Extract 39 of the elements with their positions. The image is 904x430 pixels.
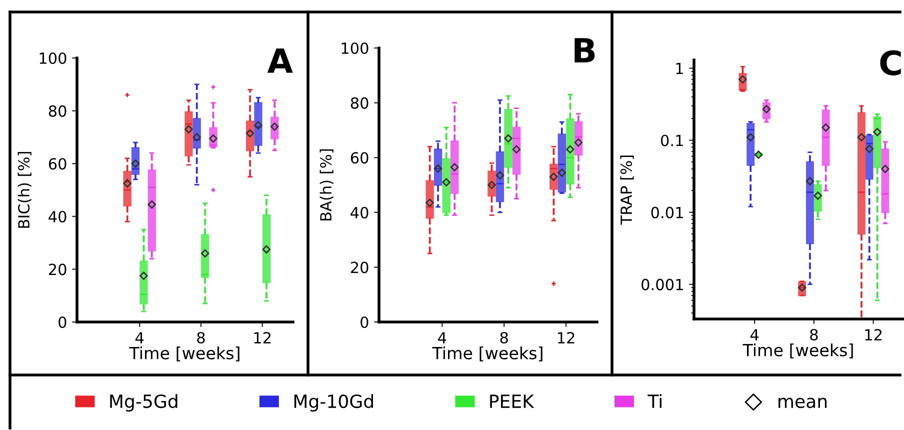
chart-title: B bbox=[574, 38, 595, 62]
y-tick-label: 0 bbox=[360, 316, 368, 328]
y-axis-title: TRAP [%] bbox=[620, 156, 634, 225]
y-axis-title: BA(h) [%] bbox=[320, 149, 334, 220]
y-tick-label: 100 bbox=[40, 52, 66, 64]
x-axis-title: Time [weeks] bbox=[129, 346, 240, 362]
text: mean bbox=[778, 398, 827, 408]
y-tick-label: 1 bbox=[676, 62, 683, 74]
y-axis-title: BIC(h) [%] bbox=[18, 152, 32, 228]
x-tick-label: 8 bbox=[197, 332, 205, 344]
x-tick-label: 8 bbox=[500, 332, 508, 344]
y-tick-label: 80 bbox=[48, 105, 66, 117]
y-tick-label: 20 bbox=[350, 262, 368, 274]
y-tick-label: 0 bbox=[58, 316, 66, 328]
legend-label: PEEK bbox=[490, 394, 534, 408]
y-tick-label: 80 bbox=[350, 97, 368, 109]
x-tick-label: 12 bbox=[558, 332, 574, 344]
chart-title: A bbox=[267, 48, 293, 73]
x-axis-title: Time [weeks] bbox=[432, 346, 542, 362]
y-tick-label: 40 bbox=[48, 210, 66, 222]
x-tick-label: 4 bbox=[438, 332, 446, 344]
x-tick-label: 4 bbox=[750, 329, 759, 340]
y-tick-label: 100 bbox=[342, 42, 368, 54]
y-tick-label: 60 bbox=[48, 158, 66, 170]
x-tick-label: 8 bbox=[810, 328, 818, 341]
legend-label: Mg-5Gd bbox=[110, 394, 178, 412]
y-tick-label: 0.1 bbox=[660, 134, 683, 146]
x-tick-label: 12 bbox=[865, 328, 882, 340]
x-tick-label: 4 bbox=[135, 332, 144, 344]
x-axis-title: Time [weeks] bbox=[742, 344, 853, 358]
x-tick-label: 12 bbox=[254, 332, 271, 344]
chart-title: C bbox=[880, 50, 901, 76]
y-tick-label: 40 bbox=[350, 206, 368, 218]
y-tick-label: 0.01 bbox=[651, 206, 683, 218]
y-tick-label: 60 bbox=[350, 152, 368, 164]
legend-label: Mg-10Gd bbox=[294, 394, 373, 412]
y-tick-label: 20 bbox=[48, 264, 66, 276]
y-tick-label: 0.001 bbox=[642, 278, 683, 290]
legend-label: Ti bbox=[648, 394, 662, 408]
